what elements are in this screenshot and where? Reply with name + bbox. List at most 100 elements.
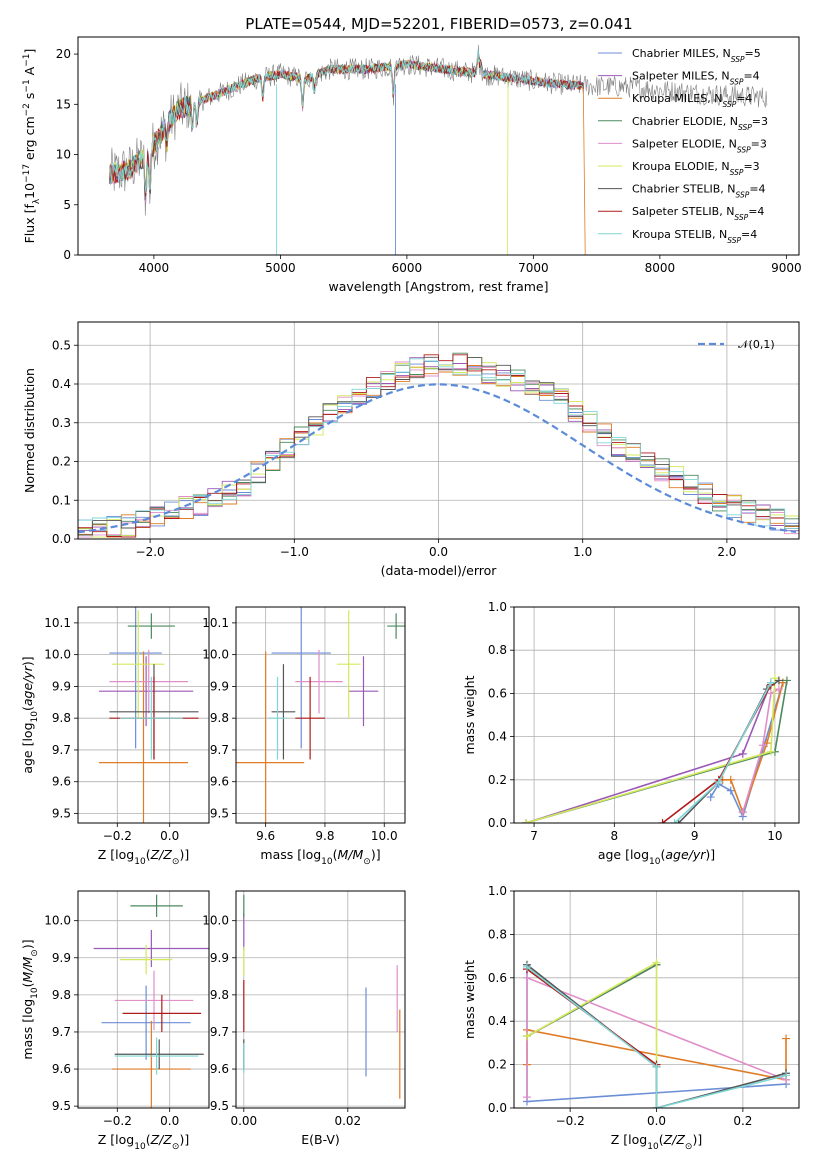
legend-entry-chabrier-stelib: Chabrier STELIB, NSSP=4	[632, 183, 766, 200]
legend-entry-chabrier-elodie: Chabrier ELODIE, NSSP=3	[632, 115, 768, 132]
label-part: Z/Z	[150, 847, 173, 862]
legend-label: Kroupa ELODIE, N	[632, 160, 730, 173]
x-tick-label: 7000	[518, 261, 549, 275]
y-tick-label: 9.9	[210, 679, 229, 693]
label-part: Z/Z	[663, 1132, 686, 1147]
x-tick-label: 0.0	[160, 1114, 179, 1128]
x-tick-label: 7	[530, 829, 538, 843]
y-tick-label: 0.4	[488, 730, 507, 744]
label-part: λ	[32, 198, 42, 204]
plot-frame	[513, 606, 800, 824]
label-part: ⊙	[685, 1142, 693, 1152]
plot-frame	[235, 890, 406, 1109]
y-tick-label: 1.0	[488, 884, 507, 898]
series-point	[522, 973, 531, 982]
legend-value: =3	[743, 160, 759, 173]
legend-entry-kroupa-miles: Kroupa MILES, NSSP=4	[632, 92, 752, 109]
y-tick-label: 9.6	[210, 1062, 229, 1076]
y-tick-label: 9.7	[210, 1025, 229, 1039]
legend-sub: SSP	[722, 100, 736, 109]
label-part: 10	[649, 857, 661, 867]
y-tick-label: 10.0	[44, 648, 71, 662]
series-kroupa-stelib	[522, 962, 791, 1108]
errorbar-chabrier-elodie	[387, 613, 405, 639]
label-part: age/yr	[20, 665, 35, 706]
errorbar-kroupa-elodie	[336, 610, 361, 719]
x-tick-label: 0.0	[429, 545, 448, 559]
label-part: −1	[22, 79, 32, 92]
plot-area	[522, 958, 791, 1108]
series-point	[652, 958, 661, 967]
errorbar-salpeter-stelib	[295, 676, 325, 760]
x-tick-label: 10	[767, 829, 782, 843]
label-part: 10	[321, 857, 333, 867]
errorbar-salpeter-miles	[348, 656, 379, 727]
errorbar-salpeter-stelib	[122, 994, 202, 1032]
errorbar-kroupa-stelib	[114, 1037, 199, 1075]
errorbar-kroupa-miles	[98, 651, 189, 823]
y-tick-label: 0.0	[488, 1101, 507, 1115]
label-part: 10	[134, 857, 146, 867]
series-point	[726, 775, 735, 784]
x-tick-label: 9000	[771, 261, 802, 275]
y-tick-label: 9.8	[52, 988, 71, 1002]
xlabel-mass-vs-ebv: E(B-V)	[301, 1132, 340, 1147]
series-point	[522, 962, 531, 971]
y-tick-label: 9.8	[210, 711, 229, 725]
panel-age-vs-mass: 9.6 9.8 10.0 9.5 9.6 9.7 9.8 9.9 10.0 10.1 mass [l…	[202, 606, 406, 867]
series-point	[706, 793, 715, 802]
label-part: (data-model)/error	[381, 563, 498, 578]
label-part: Z [log	[98, 1132, 134, 1147]
legend-value: =3	[752, 115, 768, 128]
series-kroupa-elodie	[522, 674, 779, 823]
series-point	[758, 741, 767, 750]
label-part: Z/Z	[150, 1132, 173, 1147]
label-part: )]	[692, 1132, 702, 1147]
y-tick-label: 15	[56, 97, 71, 111]
label-part: )]	[179, 1132, 189, 1147]
legend-sub: SSP	[731, 55, 745, 64]
series-point	[778, 678, 787, 687]
x-tick-label: 9.8	[315, 829, 334, 843]
x-tick-label: 9.6	[256, 829, 275, 843]
legend-sub: SSP	[727, 235, 741, 244]
label-part: (	[20, 982, 35, 987]
errorbar-chabrier-elodie	[130, 894, 183, 917]
y-tick-label: 20	[56, 47, 71, 61]
plot-area	[236, 607, 405, 823]
series-point	[782, 676, 791, 685]
figure-title: PLATE=0544, MJD=52201, FIBERID=0573, z=0…	[245, 15, 632, 33]
series-point	[782, 1071, 791, 1080]
legend-value: =4	[736, 92, 752, 105]
label-part: (	[660, 847, 665, 862]
legend-label: Salpeter ELODIE, N	[632, 137, 737, 150]
x-tick-label: 4000	[139, 261, 170, 275]
spectrum-ylabel: Flux [fλ10−17 erg cm−2 s−1 A−1]	[22, 49, 42, 244]
errorbar-kroupa-stelib	[119, 676, 183, 760]
legend-value: =4	[743, 70, 759, 83]
series-point	[652, 1104, 661, 1108]
residual-ylabel: Normed distribution	[22, 368, 37, 493]
series-salpeter-elodie	[522, 973, 791, 1102]
label-part: 10	[647, 1142, 659, 1152]
plot-area	[78, 352, 799, 539]
xlabel-mass-weight-vs-age: age [log10(age/yr)]	[598, 847, 715, 867]
y-tick-label: 0.0	[488, 816, 507, 830]
ylabel-mass-weight-vs-age: mass weight	[462, 675, 477, 754]
x-tick-label: 10.0	[371, 829, 398, 843]
label-part: (	[659, 1132, 664, 1147]
label-part: Z [log	[611, 1132, 647, 1147]
y-tick-label: 9.5	[210, 806, 229, 820]
legend-label: Salpeter STELIB, N	[632, 205, 734, 218]
legend-label: Kroupa STELIB, N	[632, 228, 727, 241]
errorbar-salpeter-miles	[93, 929, 209, 968]
y-tick-label: 9.7	[52, 1025, 71, 1039]
y-tick-label: 9.9	[210, 951, 229, 965]
normal-curve	[78, 383, 797, 534]
series-point	[522, 1093, 531, 1102]
label-part: )]	[20, 939, 35, 949]
residual-xlabel: (data-model)/error	[381, 563, 498, 578]
panel-mass-weight-vs-age: 7 8 9 10 0.0 0.2 0.4 0.6 0.8 1.0 mass weight age [l…	[462, 600, 800, 867]
label-part: )]	[20, 656, 35, 666]
legend-label: Kroupa MILES, N	[632, 92, 722, 105]
